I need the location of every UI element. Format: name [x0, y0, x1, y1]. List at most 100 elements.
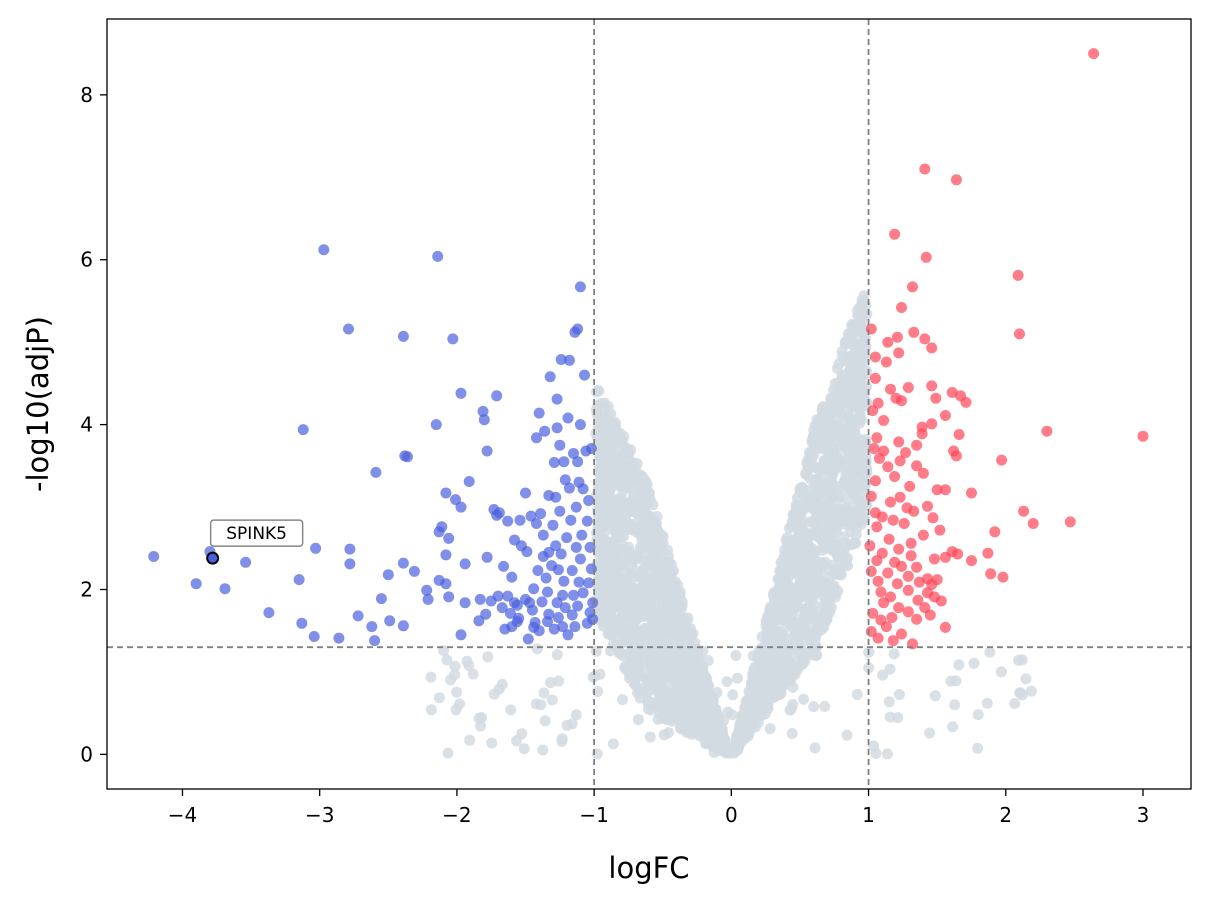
up-point	[889, 228, 901, 240]
down-point	[554, 439, 566, 451]
down-point	[343, 323, 354, 335]
ns-point	[949, 699, 961, 711]
ns-point	[851, 369, 863, 381]
down-point	[333, 632, 345, 644]
up-point	[891, 331, 903, 343]
down-point	[536, 596, 548, 608]
ns-point	[782, 535, 794, 547]
down-point	[566, 565, 578, 576]
ns-point	[467, 668, 479, 680]
up-point	[869, 475, 881, 487]
ns-point	[783, 548, 795, 560]
down-point	[544, 371, 556, 383]
ns-point	[883, 696, 895, 708]
up-point	[865, 490, 877, 502]
down-point	[502, 515, 514, 527]
ns-point	[857, 467, 869, 479]
ns-point	[511, 735, 522, 747]
up-point	[871, 521, 883, 533]
ns-point	[1016, 654, 1028, 666]
up-point	[922, 500, 933, 512]
ns-point	[809, 742, 821, 754]
up-point	[935, 595, 947, 607]
ns-point	[884, 663, 896, 675]
down-point	[422, 593, 434, 605]
ns-point	[624, 650, 635, 662]
ns-point	[619, 577, 631, 589]
down-point	[382, 569, 394, 581]
down-point	[432, 250, 444, 262]
up-point	[912, 594, 924, 606]
up-point	[891, 578, 903, 590]
up-point	[950, 174, 962, 186]
ns-point	[476, 712, 488, 724]
up-point	[917, 529, 929, 541]
down-point	[552, 612, 564, 623]
threshold-lines	[107, 19, 1191, 789]
ns-point	[635, 647, 647, 659]
up-point	[880, 356, 892, 368]
ns-point	[809, 639, 821, 651]
ns-point	[665, 578, 677, 590]
up-point	[1018, 505, 1030, 517]
down-point	[583, 495, 595, 506]
down-point	[352, 610, 364, 622]
ns-point	[609, 544, 621, 556]
ns-point	[753, 686, 765, 698]
plot-frame	[106, 18, 1192, 790]
ns-point	[786, 728, 798, 739]
ns-point	[1009, 698, 1021, 709]
down-point	[581, 515, 593, 527]
ns-point	[616, 610, 628, 622]
ns-point	[811, 649, 823, 661]
up-point	[887, 635, 899, 647]
x-axis-title: logFC	[608, 851, 689, 885]
down-point	[443, 591, 455, 603]
y-axis-ticks: 0 2 4 6 8	[80, 83, 107, 766]
down-point	[521, 546, 533, 558]
ns-point	[661, 660, 673, 672]
up-point	[907, 281, 918, 293]
ns-point	[454, 698, 466, 710]
down-point	[576, 529, 588, 541]
down-point	[447, 333, 459, 345]
ns-point	[621, 470, 633, 482]
up-point	[896, 560, 907, 572]
down-point	[563, 354, 575, 366]
ns-point	[855, 496, 867, 508]
ns-point	[663, 705, 675, 717]
ns-point	[566, 718, 578, 730]
ns-point	[623, 666, 635, 678]
down-point	[568, 589, 579, 601]
down-point	[585, 563, 597, 575]
ns-point	[665, 558, 677, 570]
ns-point	[840, 397, 852, 409]
ns-point	[587, 671, 599, 683]
down-point	[568, 448, 579, 459]
down-point	[397, 620, 409, 632]
ns-point	[797, 590, 808, 602]
up-point	[913, 576, 925, 588]
ns-point	[892, 712, 904, 724]
up-point	[996, 454, 1008, 466]
down-point	[493, 507, 505, 519]
down-point	[573, 576, 585, 588]
ns-point	[779, 636, 791, 648]
up-point	[882, 567, 894, 579]
ns-point	[628, 552, 640, 564]
up-point	[893, 347, 905, 359]
down-point	[148, 551, 160, 562]
down-point	[511, 599, 523, 611]
ns-point	[774, 663, 786, 675]
ns-point	[805, 491, 817, 503]
ns-point	[801, 527, 813, 539]
down-point	[561, 532, 573, 544]
down-point	[473, 615, 485, 627]
up-point	[902, 382, 914, 393]
ns-point	[624, 519, 636, 531]
down-point	[533, 625, 545, 637]
ns-point	[599, 581, 611, 592]
ns-point	[592, 385, 604, 396]
down-point	[585, 443, 597, 454]
